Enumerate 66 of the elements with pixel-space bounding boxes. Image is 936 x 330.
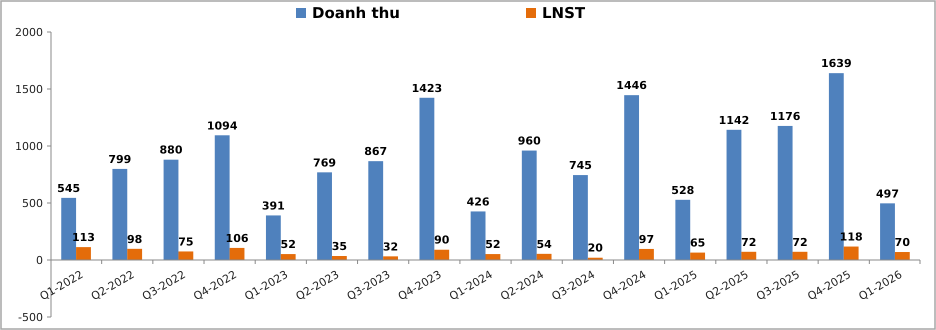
data-label: 745 <box>568 159 592 172</box>
bar <box>76 247 91 260</box>
data-label: 799 <box>108 152 132 166</box>
bar <box>419 98 434 260</box>
data-label: 72 <box>741 236 756 249</box>
data-label: 545 <box>57 182 80 195</box>
bar <box>573 175 588 260</box>
bar <box>726 130 742 260</box>
bar <box>127 248 142 260</box>
data-label: 426 <box>466 195 490 208</box>
y-tick-label: 2000 <box>15 26 43 39</box>
data-label: 960 <box>518 134 542 148</box>
bar <box>624 95 640 260</box>
bar <box>844 246 859 260</box>
legend-label: LNST <box>542 4 586 22</box>
data-label: 97 <box>638 232 654 246</box>
bar <box>178 251 194 260</box>
bar <box>894 252 910 260</box>
y-tick-label: -500 <box>18 310 43 324</box>
data-label: 1423 <box>412 82 442 95</box>
bar <box>522 150 537 260</box>
data-label: 32 <box>382 240 398 254</box>
y-tick-label: 1500 <box>15 82 43 96</box>
data-label: 1176 <box>770 110 801 123</box>
data-label: 497 <box>876 187 899 200</box>
bar <box>280 254 296 260</box>
bar <box>792 252 808 260</box>
bar <box>368 161 384 260</box>
bar <box>266 215 281 260</box>
y-tick-label: 0 <box>36 254 43 267</box>
data-label: 769 <box>313 156 336 170</box>
bar <box>470 211 486 260</box>
data-label: 52 <box>485 238 501 252</box>
bar <box>536 254 552 260</box>
bar <box>880 203 895 260</box>
data-label: 72 <box>792 236 808 249</box>
bar <box>639 248 654 260</box>
bar <box>690 252 706 260</box>
bar <box>230 248 244 260</box>
data-label: 54 <box>536 238 552 251</box>
bar <box>675 200 690 260</box>
y-tick-label: 1000 <box>15 140 43 153</box>
bar <box>317 172 332 260</box>
data-label: 1446 <box>616 79 648 92</box>
data-label: 880 <box>160 144 183 157</box>
data-label: 75 <box>178 235 194 248</box>
bar <box>164 160 178 260</box>
data-label: 70 <box>894 236 910 250</box>
data-label: 1639 <box>821 57 852 70</box>
data-label: 867 <box>364 145 388 158</box>
y-tick-label: 500 <box>22 196 43 210</box>
data-label: 1094 <box>206 119 238 132</box>
bar <box>112 168 128 260</box>
data-label: 65 <box>690 236 706 250</box>
data-label: 1142 <box>718 114 750 127</box>
bar <box>434 250 450 260</box>
data-label: 35 <box>332 240 348 254</box>
legend-label: Doanh thu <box>312 4 400 22</box>
data-label: 98 <box>127 232 142 246</box>
bar <box>778 126 793 260</box>
data-label: 90 <box>434 234 450 247</box>
bar <box>486 254 500 260</box>
data-label: 20 <box>588 242 604 255</box>
data-label: 52 <box>280 238 296 252</box>
data-label: 528 <box>671 184 694 197</box>
data-label: 391 <box>262 199 285 212</box>
